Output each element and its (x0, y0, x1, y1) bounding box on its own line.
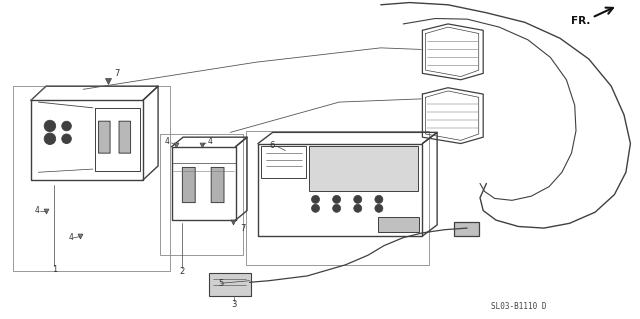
Bar (378, 217, 419, 232)
Text: 4: 4 (68, 233, 74, 242)
FancyBboxPatch shape (119, 121, 131, 153)
Circle shape (375, 204, 383, 212)
Circle shape (44, 133, 56, 145)
Circle shape (44, 120, 56, 132)
Circle shape (375, 195, 383, 204)
Text: 7: 7 (240, 224, 245, 233)
Text: 5: 5 (218, 279, 223, 288)
Circle shape (354, 195, 362, 204)
Bar (209, 273, 251, 296)
Bar (13, 86, 170, 271)
Text: 4: 4 (164, 137, 170, 146)
Circle shape (312, 204, 319, 212)
Text: SL03-B1110 D: SL03-B1110 D (491, 302, 546, 311)
Circle shape (312, 195, 319, 204)
Bar (454, 222, 479, 236)
Text: 1: 1 (52, 265, 57, 274)
Text: 3: 3 (231, 300, 236, 309)
Text: FR.: FR. (572, 16, 591, 26)
Text: 4: 4 (208, 137, 213, 146)
Circle shape (333, 195, 340, 204)
Circle shape (62, 134, 71, 144)
Circle shape (62, 121, 71, 131)
Bar (309, 146, 418, 191)
FancyBboxPatch shape (182, 167, 195, 203)
Text: 4: 4 (35, 206, 40, 215)
Bar (261, 146, 306, 178)
Bar (246, 131, 429, 265)
Text: 2: 2 (180, 267, 185, 276)
FancyBboxPatch shape (99, 121, 110, 153)
Circle shape (354, 204, 362, 212)
Text: 6: 6 (270, 141, 275, 150)
Circle shape (333, 204, 340, 212)
FancyBboxPatch shape (211, 167, 224, 203)
Text: 7: 7 (115, 69, 120, 78)
Bar (160, 134, 243, 255)
